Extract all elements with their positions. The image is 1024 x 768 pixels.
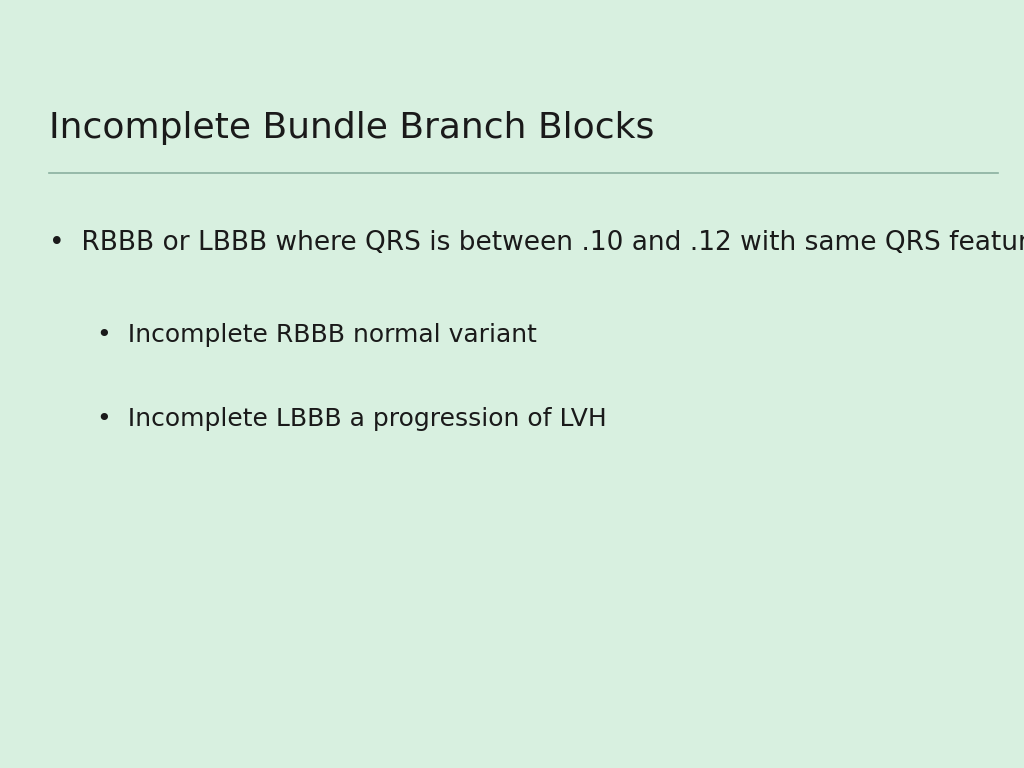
- Text: •  Incomplete LBBB a progression of LVH: • Incomplete LBBB a progression of LVH: [97, 407, 607, 431]
- Text: •  Incomplete RBBB normal variant: • Incomplete RBBB normal variant: [97, 323, 538, 346]
- Text: •  RBBB or LBBB where QRS is between .10 and .12 with same QRS features: • RBBB or LBBB where QRS is between .10 …: [49, 230, 1024, 257]
- Text: Incomplete Bundle Branch Blocks: Incomplete Bundle Branch Blocks: [49, 111, 654, 145]
